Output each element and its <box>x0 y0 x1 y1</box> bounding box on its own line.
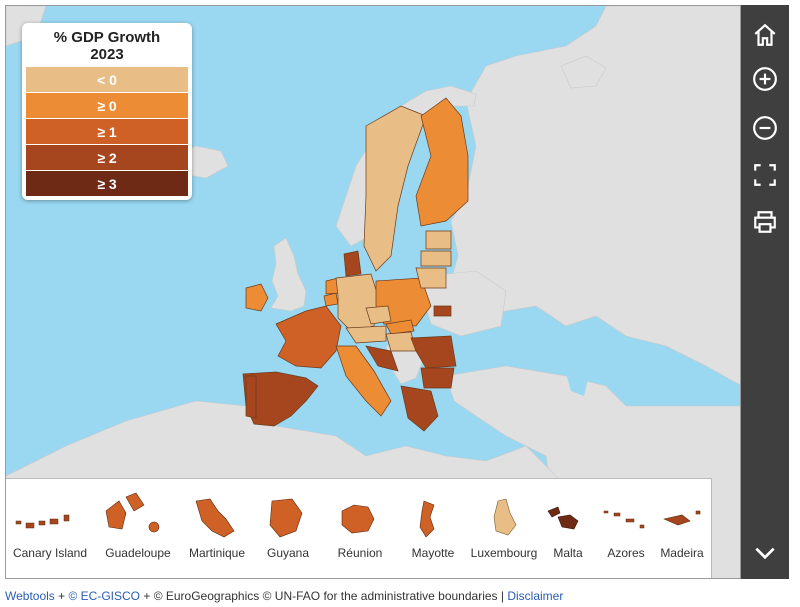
legend-class-0: < 0 <box>26 67 188 92</box>
print-button[interactable] <box>741 200 789 244</box>
disclaimer-link[interactable]: Disclaimer <box>507 589 564 603</box>
zoom-out-button[interactable] <box>741 106 789 150</box>
italy[interactable] <box>335 345 392 417</box>
canary-islands-shape <box>15 514 70 529</box>
webtools-link[interactable]: Webtools <box>5 589 55 603</box>
denmark[interactable] <box>343 250 362 277</box>
zoom-in-button[interactable] <box>741 57 789 101</box>
region-label: Malta <box>553 546 583 560</box>
ec-gisco-link[interactable]: © EC-GISCO <box>68 589 141 603</box>
mayotte-shape <box>419 500 435 538</box>
black-sea <box>461 331 526 366</box>
malta-shape <box>547 506 579 530</box>
guyana-shape <box>269 498 303 538</box>
cyprus-small[interactable] <box>433 305 452 317</box>
estonia[interactable] <box>425 230 452 250</box>
region-azores[interactable]: Azores <box>598 479 654 579</box>
latvia[interactable] <box>420 250 452 267</box>
region-guyana[interactable]: Guyana <box>252 479 324 579</box>
luxembourg-shape <box>493 498 517 536</box>
portugal[interactable] <box>245 375 257 419</box>
fullscreen-button[interactable] <box>741 153 789 197</box>
home-icon <box>754 23 776 46</box>
lithuania[interactable] <box>415 267 447 289</box>
legend-classes: < 0 ≥ 0 ≥ 1 ≥ 2 ≥ 3 <box>26 67 188 196</box>
legend-class-1: ≥ 0 <box>26 93 188 118</box>
footer-sep: + <box>54 589 69 603</box>
austria[interactable] <box>345 325 387 344</box>
greece[interactable] <box>400 385 439 432</box>
region-label: Réunion <box>337 546 383 560</box>
bulgaria[interactable] <box>420 367 455 389</box>
region-label: Martinique <box>188 546 246 560</box>
region-label: Mayotte <box>411 546 455 560</box>
region-guadeloupe[interactable]: Guadeloupe <box>94 479 182 579</box>
region-label: Canary Island <box>12 546 88 560</box>
azores-shape <box>603 510 645 529</box>
zoom-in-icon <box>753 67 777 91</box>
region-canary-islands[interactable]: Canary Island <box>6 479 94 579</box>
legend-class-2: ≥ 1 <box>26 119 188 144</box>
region-label: Luxembourg <box>470 546 538 560</box>
croatia[interactable] <box>365 345 399 372</box>
outermost-regions-strip: Canary Island Guadeloupe Martinique Guya… <box>6 478 712 578</box>
region-reunion[interactable]: Réunion <box>324 479 396 579</box>
region-label: Azores <box>607 546 645 560</box>
fullscreen-icon <box>754 164 776 186</box>
footer: Webtools + © EC-GISCO + © EuroGeographic… <box>5 589 563 603</box>
guadeloupe-shape <box>105 492 160 533</box>
madeira-shape <box>663 510 701 526</box>
uk-land <box>270 237 307 312</box>
belgium[interactable] <box>323 292 339 307</box>
finland[interactable] <box>415 97 469 227</box>
expand-down-button[interactable] <box>741 531 789 575</box>
legend-title-line1: % GDP Growth <box>53 29 161 46</box>
reunion-shape <box>341 504 375 534</box>
legend: % GDP Growth 2023 < 0 ≥ 0 ≥ 1 ≥ 2 ≥ 3 <box>22 23 192 200</box>
legend-class-3: ≥ 2 <box>26 145 188 170</box>
region-malta[interactable]: Malta <box>538 479 598 579</box>
region-mayotte[interactable]: Mayotte <box>396 479 470 579</box>
zoom-out-icon <box>753 116 777 140</box>
arctic-island <box>560 55 607 89</box>
region-label: Guadeloupe <box>105 546 171 560</box>
legend-title-line2: 2023 <box>90 46 124 63</box>
footer-credits: © EuroGeographics © UN-FAO for the admin… <box>153 589 498 603</box>
hungary[interactable] <box>385 331 417 352</box>
legend-class-4: ≥ 3 <box>26 171 188 196</box>
footer-sep: + <box>140 589 154 603</box>
romania[interactable] <box>410 335 457 369</box>
czechia[interactable] <box>365 305 392 325</box>
region-label: Madeira <box>660 546 704 560</box>
chevron-down-icon <box>755 547 775 560</box>
ireland[interactable] <box>245 283 269 312</box>
region-label: Guyana <box>266 546 310 560</box>
print-icon <box>754 211 776 233</box>
home-button[interactable] <box>741 13 789 57</box>
sweden[interactable] <box>363 105 427 272</box>
caspian-sea <box>564 336 591 396</box>
martinique-shape <box>195 498 235 538</box>
footer-sep: | <box>497 589 508 603</box>
region-martinique[interactable]: Martinique <box>182 479 252 579</box>
region-luxembourg[interactable]: Luxembourg <box>470 479 538 579</box>
region-madeira[interactable]: Madeira <box>654 479 710 579</box>
map-toolbar <box>741 5 789 579</box>
legend-title: % GDP Growth 2023 <box>26 29 188 63</box>
slovakia[interactable] <box>385 319 415 335</box>
eu-countries <box>242 97 469 432</box>
france[interactable] <box>275 305 342 369</box>
